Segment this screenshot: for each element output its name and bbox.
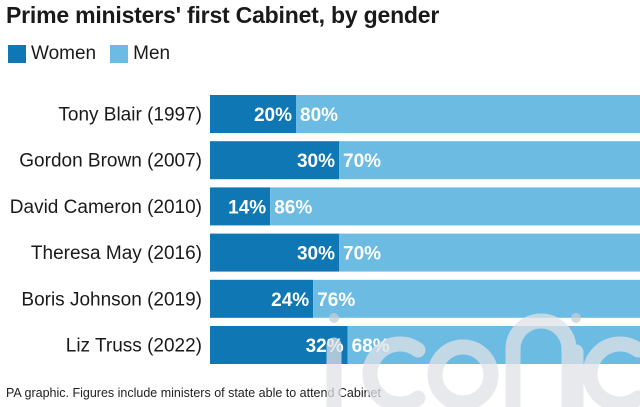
- bar-segment-women: [210, 233, 339, 272]
- legend-label-women: Women: [31, 43, 97, 64]
- category-label: Boris Johnson (2019): [21, 289, 202, 310]
- chart-title: Prime ministers' first Cabinet, by gende…: [6, 2, 440, 28]
- bar-segment-women: [210, 141, 339, 180]
- data-label-men: 76%: [317, 290, 355, 311]
- stacked-bar-chart: Tony Blair (1997) 20% 80% Gordon Brown (200…: [10, 95, 640, 364]
- category-label: Theresa May (2016): [31, 243, 202, 264]
- bar-segment-men: [339, 233, 640, 272]
- data-label-women: 32%: [306, 336, 344, 357]
- data-label-men: 70%: [343, 151, 381, 172]
- legend: Women Men: [8, 43, 184, 65]
- data-label-men: 80%: [300, 105, 338, 126]
- footer-note: PA graphic. Figures include ministers of…: [6, 386, 381, 400]
- legend-swatch-men: [110, 45, 129, 63]
- bar-segment-women: [210, 95, 296, 133]
- data-label-women: 20%: [254, 105, 292, 126]
- category-label: David Cameron (2010): [10, 197, 202, 218]
- data-label-men: 86%: [274, 197, 312, 218]
- data-label-women: 30%: [297, 244, 335, 265]
- data-label-men: 70%: [343, 244, 381, 265]
- bar-segment-women: [210, 326, 348, 364]
- legend-swatch-women: [8, 45, 26, 63]
- category-label: Liz Truss (2022): [66, 336, 202, 357]
- bar-segment-men: [347, 326, 640, 364]
- category-label: Gordon Brown (2007): [19, 151, 202, 172]
- data-label-women: 30%: [297, 151, 335, 172]
- bar-segment-men: [313, 279, 640, 318]
- bar-segment-men: [296, 95, 640, 133]
- bar-segment-men: [339, 141, 640, 180]
- data-label-women: 24%: [271, 290, 309, 311]
- legend-label-men: Men: [133, 43, 171, 64]
- bar-segment-men: [270, 187, 640, 226]
- category-label: Tony Blair (1997): [58, 105, 202, 126]
- bar-segment-women: [210, 187, 271, 226]
- data-label-women: 14%: [228, 197, 266, 218]
- data-label-men: 68%: [352, 336, 390, 357]
- bar-segment-women: [210, 279, 314, 318]
